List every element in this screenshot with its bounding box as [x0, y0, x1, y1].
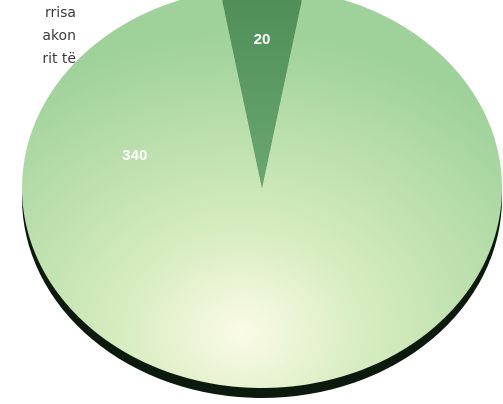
truncated-side-text: rrisa akon rit të: [0, 0, 76, 71]
side-text-line: rrisa: [44, 5, 76, 21]
side-text-line: akon: [42, 28, 76, 44]
pie-slice-label: 340: [122, 147, 147, 164]
pie-slice-label: 20: [254, 31, 271, 48]
pie-slice-small: [222, 0, 302, 188]
pie-slice-large: [22, 0, 502, 388]
side-text-line: rit të: [42, 51, 76, 67]
